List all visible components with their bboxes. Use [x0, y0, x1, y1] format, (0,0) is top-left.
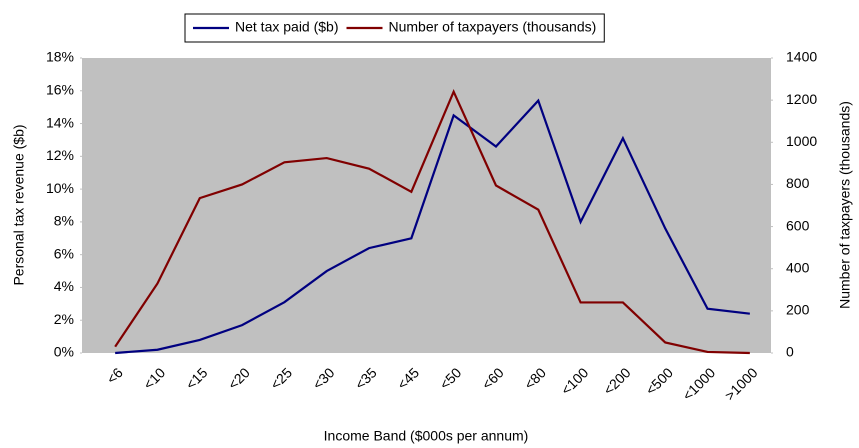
legend-label: Number of taxpayers (thousands) [389, 19, 597, 35]
x-tick-label: <6 [103, 364, 126, 387]
y2-tick-label: 800 [786, 175, 810, 191]
y-tick-label: 8% [54, 213, 74, 229]
y-tick-label: 10% [46, 180, 74, 196]
x-tick-label: <500 [642, 364, 676, 398]
y-tick-label: 4% [54, 278, 74, 294]
y-tick-label: 6% [54, 245, 74, 261]
x-tick-label: <80 [521, 364, 549, 392]
x-tick-label: <60 [479, 364, 507, 392]
x-tick-label: <200 [600, 364, 634, 398]
y-tick-label: 0% [54, 344, 74, 360]
y-tick-label: 2% [54, 311, 74, 327]
y-tick-label: 16% [46, 81, 74, 97]
y2-tick-label: 400 [786, 259, 810, 275]
x-tick-label: <45 [394, 364, 422, 392]
legend-box [184, 13, 605, 43]
x-tick-label: <20 [225, 364, 253, 392]
y2-tick-label: 1400 [786, 49, 817, 65]
y-tick-label: 14% [46, 114, 74, 130]
y2-tick-label: 1200 [786, 91, 817, 107]
y2-tick-label: 200 [786, 302, 810, 318]
x-tick-label: <10 [140, 364, 168, 392]
plot-area [82, 58, 771, 353]
x-tick-label: <30 [309, 364, 337, 392]
y2-tick-label: 0 [786, 344, 794, 360]
y2-tick-label: 600 [786, 217, 810, 233]
x-tick-label: <50 [436, 364, 464, 392]
y-tick-label: 12% [46, 147, 74, 163]
y2-axis-title: Number of taxpayers (thousands) [837, 101, 853, 309]
series-line [115, 98, 750, 355]
series-line [114, 88, 750, 355]
x-tick-label: <35 [352, 364, 380, 392]
x-axis-title: Income Band ($000s per annum) [324, 428, 529, 444]
x-tick-label: >1000 [721, 364, 760, 403]
y2-tick-label: 1000 [786, 133, 817, 149]
x-tick-label: <100 [558, 364, 592, 398]
x-tick-label: <15 [182, 364, 210, 392]
x-tick-label: <25 [267, 364, 295, 392]
legend-label: Net tax paid ($b) [235, 19, 339, 35]
x-tick-label: <1000 [679, 364, 718, 403]
y-tick-label: 18% [46, 49, 74, 65]
y-axis-title: Personal tax revenue ($b) [11, 124, 27, 285]
